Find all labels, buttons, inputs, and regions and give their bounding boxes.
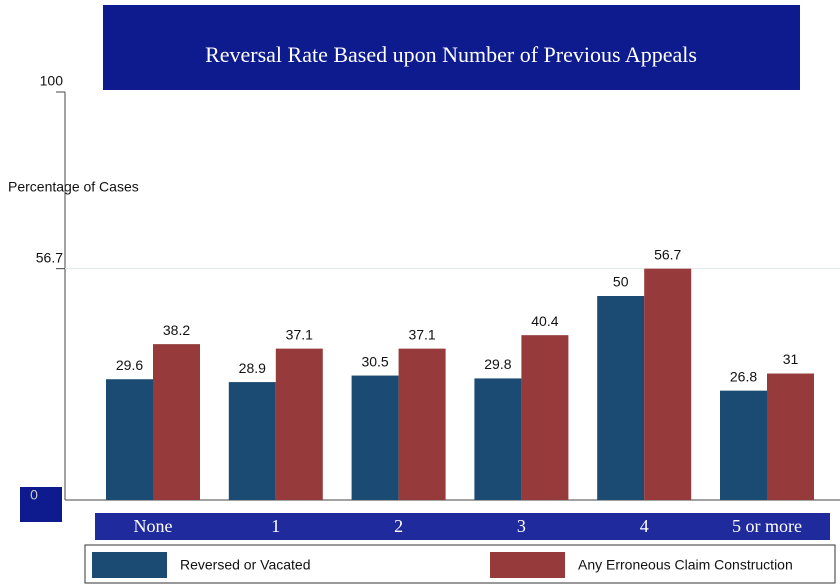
x-tick-label: 3 [517,516,526,536]
bar [153,344,200,500]
x-tick-label: 4 [640,516,649,536]
x-tick-label: None [134,516,173,536]
legend-label: Any Erroneous Claim Construction [578,557,793,573]
y-axis-label: Percentage of Cases [8,179,139,195]
data-label: 29.6 [116,357,143,373]
bar [474,378,522,500]
y-tick-box [20,487,62,522]
data-label: 37.1 [286,326,313,342]
data-label: 38.2 [163,322,190,338]
bar [228,382,276,500]
bar [351,375,399,500]
bar [521,335,569,500]
x-label-band [95,513,830,540]
data-label: 31 [783,351,799,367]
bar [720,390,767,500]
data-label: 50 [613,274,629,290]
data-label: 40.4 [531,313,558,329]
title-box [103,5,800,90]
chart-title: Reversal Rate Based upon Number of Previ… [205,42,697,67]
data-label: 28.9 [239,360,266,376]
data-label: 26.8 [730,368,757,384]
data-label: 56.7 [654,246,681,262]
y-tick-label: 56.7 [36,249,63,265]
data-label: 30.5 [361,353,388,369]
legend-swatch [92,552,167,578]
bar [767,373,814,500]
x-tick-label: 2 [394,516,403,536]
bar [398,348,446,500]
y-tick-label: 0 [30,487,38,503]
legend-label: Reversed or Vacated [180,557,310,573]
bar [106,379,153,500]
x-tick-label: 5 or more [732,516,802,536]
legend-swatch [490,552,565,578]
bar [275,348,323,500]
legend-box [84,544,836,584]
y-tick-label: 100 [40,73,64,89]
bar [644,268,692,500]
x-tick-label: 1 [271,516,280,536]
data-label: 29.8 [484,356,511,372]
bar [597,296,645,500]
data-label: 37.1 [408,326,435,342]
